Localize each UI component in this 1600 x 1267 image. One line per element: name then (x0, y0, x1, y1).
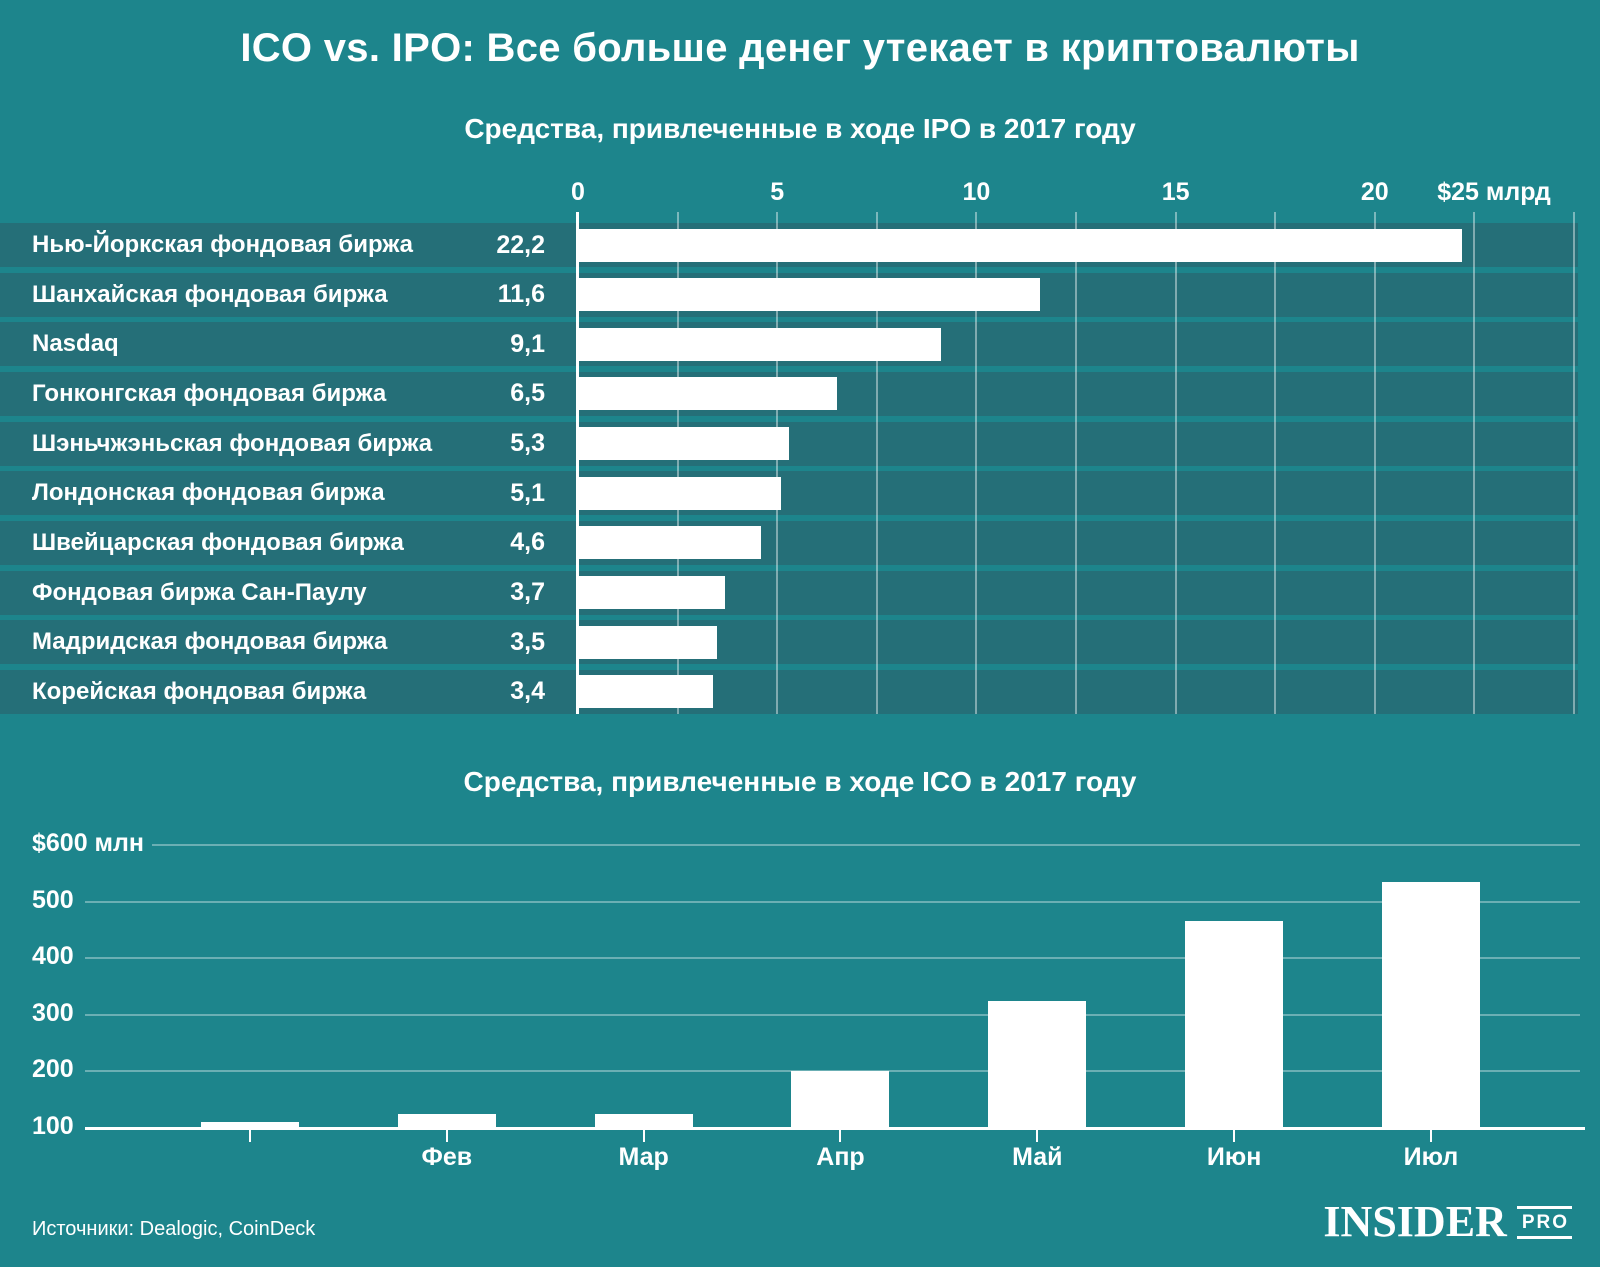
ico-x-axis-tick (839, 1130, 842, 1142)
ico-x-axis-tick (642, 1130, 645, 1142)
ico-gridline (85, 900, 1580, 903)
ipo-x-axis-tick-label: $25 млрд (1437, 178, 1551, 206)
ipo-row: Лондонская фондовая биржа 5,1 (0, 471, 1578, 516)
ipo-row-value: 22,2 (496, 230, 545, 259)
ipo-bar (578, 228, 1463, 262)
ipo-row-value: 5,3 (510, 429, 545, 458)
logo-pro-badge: PRO (1516, 1205, 1572, 1239)
ico-gridline (85, 957, 1580, 960)
ico-bar (988, 1000, 1087, 1128)
ipo-row: Мадридская фондовая биржа 3,5 (0, 620, 1578, 665)
ico-bar (1381, 881, 1480, 1128)
ico-chart-title: Средства, привлеченные в ходе ICO в 2017… (463, 766, 1137, 797)
ipo-gridline (1075, 212, 1077, 714)
ipo-bar (578, 576, 726, 610)
ipo-gridline (1373, 212, 1376, 714)
insider-pro-logo: INSIDER PRO (1323, 1200, 1572, 1244)
ico-x-axis-tick (1036, 1130, 1039, 1142)
ico-bar (201, 1122, 299, 1128)
ipo-row-value: 3,7 (510, 578, 545, 607)
ipo-gridline (1174, 212, 1177, 714)
ipo-x-axis-tick-label: 10 (962, 178, 991, 206)
logo-insider-wordmark: INSIDER (1323, 1197, 1507, 1246)
ipo-zero-axis-line (576, 212, 579, 714)
ico-month-label: Июн (1206, 1143, 1262, 1171)
ipo-x-axis-tick-label: 20 (1360, 178, 1389, 206)
ipo-bar (578, 427, 790, 461)
ipo-row-label: Гонконгская фондовая биржа (32, 379, 387, 407)
ipo-row-value: 5,1 (510, 478, 545, 507)
ico-x-axis-tick (1429, 1130, 1432, 1142)
ico-bar (397, 1113, 496, 1128)
ico-y-axis-tick-label: 300 (32, 998, 74, 1027)
ipo-row-label: Швейцарская фондовая биржа (32, 528, 404, 556)
ipo-chart-title: Средства, привлеченные в ходе IPO в 2017… (464, 113, 1136, 144)
ipo-row-value: 6,5 (510, 379, 545, 408)
ico-gridline (85, 1013, 1580, 1016)
ico-y-axis-tick-label: 200 (32, 1055, 74, 1084)
ipo-bar (578, 327, 941, 361)
ipo-row-label: Корейская фондовая биржа (32, 677, 367, 705)
ipo-row-value: 3,4 (510, 677, 545, 706)
ico-gridline (152, 844, 1580, 846)
ipo-gridline (975, 212, 978, 714)
ipo-gridline (1573, 212, 1575, 714)
source-note: Источники: Dealogic, CoinDeck (32, 1218, 316, 1240)
ipo-row-label: Шанхайская фондовая биржа (32, 280, 388, 308)
ipo-x-axis-tick-label: 5 (770, 178, 785, 206)
ipo-row-label: Шэньчжэньская фондовая биржа (32, 429, 433, 457)
ipo-x-axis-tick-label: 15 (1161, 178, 1190, 206)
ipo-bar (578, 278, 1041, 312)
ico-month-label: Фев (421, 1143, 473, 1171)
ico-x-axis-tick (445, 1130, 448, 1142)
ipo-row-label: Nasdaq (32, 330, 119, 358)
ico-month-label: Июл (1403, 1143, 1459, 1171)
ipo-row-value: 3,5 (510, 627, 545, 656)
ico-month-label: Апр (816, 1143, 865, 1171)
ipo-gridline (676, 212, 679, 714)
ipo-bar (578, 377, 837, 411)
ico-bar (1185, 921, 1284, 1128)
ipo-row: Фондовая биржа Сан-Паулу 3,7 (0, 570, 1578, 615)
ico-y-axis-tick-label: 400 (32, 942, 74, 971)
ico-bar (791, 1071, 890, 1128)
ipo-row-label: Фондовая биржа Сан-Паулу (32, 578, 367, 606)
ipo-row-label: Нью-Йоркская фондовая биржа (32, 231, 413, 258)
ico-y-axis-tick-label: 100 (32, 1112, 74, 1140)
ipo-row-label: Лондонская фондовая биржа (32, 479, 385, 507)
ico-month-label: Мар (618, 1143, 669, 1171)
ico-bar (594, 1113, 693, 1128)
ipo-bar (578, 675, 714, 709)
ipo-row-label: Мадридская фондовая биржа (32, 628, 388, 656)
page-title: ICO vs. IPO: Все больше денег утекает в … (240, 26, 1360, 70)
ipo-row-value: 9,1 (510, 329, 545, 358)
ico-x-axis-line (85, 1127, 1585, 1130)
ico-x-axis-tick (1233, 1130, 1236, 1142)
ico-x-axis-tick (249, 1130, 251, 1142)
ipo-row-value: 4,6 (510, 528, 545, 557)
ico-y-axis-tick-label: 500 (32, 885, 74, 914)
ipo-x-axis-tick-label: 0 (571, 178, 585, 206)
ipo-row: Швейцарская фондовая биржа 4,6 (0, 520, 1578, 565)
ico-y-axis-tick-label: $600 млн (32, 829, 145, 857)
ipo-bar (578, 526, 762, 560)
ipo-row: Корейская фондовая биржа 3,4 (0, 669, 1578, 714)
ipo-row-value: 11,6 (497, 280, 545, 309)
ipo-gridline (1473, 212, 1476, 714)
ipo-gridline (875, 212, 878, 714)
ipo-gridline (776, 212, 779, 714)
ipo-gridline (1274, 212, 1277, 714)
ico-month-label: Май (1012, 1143, 1063, 1171)
ipo-bar (578, 625, 718, 659)
ipo-bar (578, 476, 782, 510)
